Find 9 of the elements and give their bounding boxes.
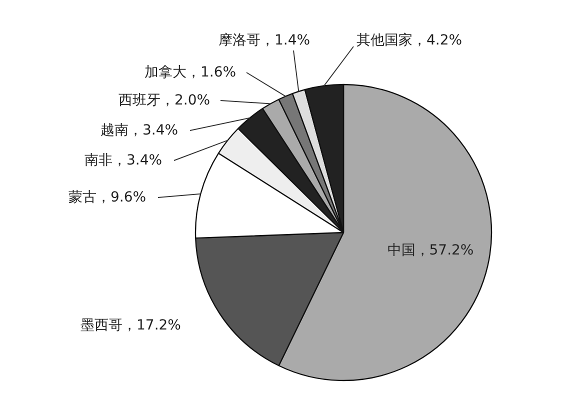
slice-label: 加拿大，1.6% <box>144 64 236 80</box>
slice-label: 摩洛哥，1.4% <box>218 32 310 48</box>
slice-label: 中国，57.2% <box>387 242 474 258</box>
slice-label: 其他国家，4.2% <box>356 32 462 48</box>
slice-label: 南非，3.4% <box>84 152 162 168</box>
slice-label: 西班牙，2.0% <box>118 92 210 108</box>
slice-label: 蒙古，9.6% <box>68 190 146 206</box>
slice-label: 越南，3.4% <box>100 122 178 138</box>
slice-label: 墨西哥，17.2% <box>80 318 181 334</box>
